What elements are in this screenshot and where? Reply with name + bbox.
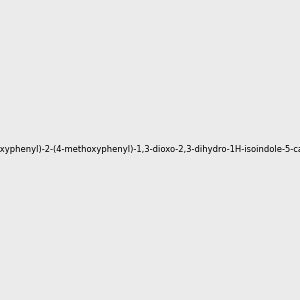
Text: N-(2-methoxyphenyl)-2-(4-methoxyphenyl)-1,3-dioxo-2,3-dihydro-1H-isoindole-5-car: N-(2-methoxyphenyl)-2-(4-methoxyphenyl)-… — [0, 146, 300, 154]
